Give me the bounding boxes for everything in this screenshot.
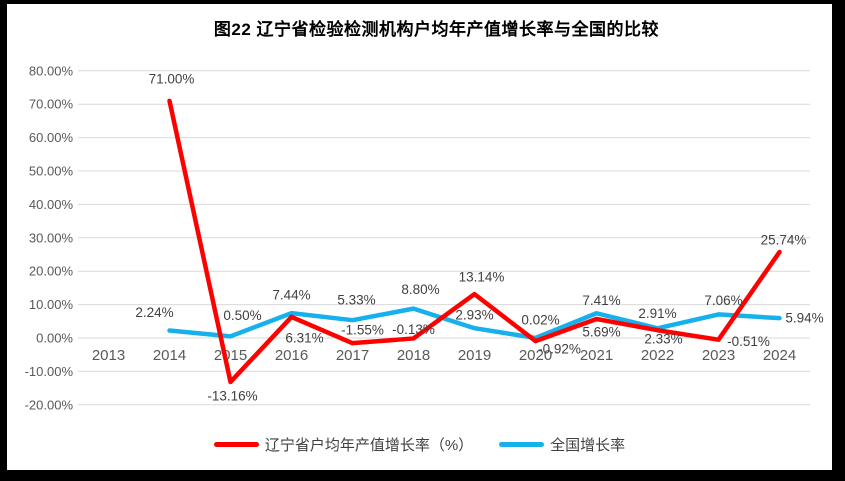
data-label: 0.02% [521,312,559,327]
data-label: 71.00% [149,71,195,86]
data-label: 5.69% [582,324,620,339]
y-axis-tick-label: 0.00% [36,331,73,346]
x-axis-tick-label: 2023 [702,347,735,364]
data-label: 2.93% [455,308,493,323]
data-label: -1.55% [341,323,384,338]
data-label: 2.33% [644,332,682,347]
data-label: 6.31% [285,330,323,345]
series-line-national [167,306,782,341]
x-axis-tick-label: 2018 [397,347,430,364]
x-axis-tick-label: 2020 [519,347,552,364]
x-axis-tick-label: 2019 [458,347,491,364]
data-label: 2.24% [135,305,173,320]
y-axis-tick-label: 80.00% [29,63,74,78]
x-axis-tick-label: 2015 [214,347,247,364]
data-label: 0.50% [223,308,261,323]
data-label: 25.74% [761,233,807,248]
data-label: 5.94% [785,311,823,326]
legend-item-liaoning: 辽宁省户均年产值增长率（%） [213,434,474,455]
y-axis-tick-label: 20.00% [29,264,74,279]
legend-line-swatch-blue [499,442,545,447]
y-axis-tick-label: 50.00% [29,164,74,179]
line-chart: 80.00% 70.00% 60.00% 50.00% 40.00% 30.00% 20.0… [25,63,824,412]
data-label: 2.91% [638,306,676,321]
y-axis-tick-label: 40.00% [29,197,74,212]
data-label: 7.06% [704,293,742,308]
data-label: -13.16% [207,388,257,403]
x-axis-tick-label: 2013 [92,347,125,364]
data-label: 8.80% [401,282,439,297]
data-label: -0.92% [538,342,581,357]
x-axis-tick-label: 2021 [580,347,613,364]
series-line-liaoning [167,98,782,385]
chart-canvas: 图22 辽宁省检验检测机构户均年产值增长率与全国的比较 80.00% 70.00%… [7,4,832,470]
y-axis-tick-label: 10.00% [29,297,74,312]
y-axis-tick-label: -10.00% [25,364,74,379]
data-label: 13.14% [459,270,505,285]
x-axis-tick-label: 2024 [763,347,796,364]
y-axis-tick-label: 70.00% [29,97,74,112]
y-axis-tick-label: -20.00% [25,397,74,412]
data-label: 7.41% [582,293,620,308]
x-axis-tick-label: 2017 [336,347,369,364]
y-axis-tick-label: 60.00% [29,130,74,145]
x-axis-tick-label: 2016 [275,347,308,364]
legend-item-national: 全国增长率 [499,434,625,455]
data-label: 5.33% [337,293,375,308]
legend-label-liaoning: 辽宁省户均年产值增长率（%） [264,437,474,454]
legend-line-swatch-red [213,442,259,447]
data-label: 7.44% [272,288,310,303]
data-label: -0.51% [727,334,770,349]
legend-label-national: 全国增长率 [550,437,626,454]
chart-legend: 辽宁省户均年产值增长率（%） 全国增长率 [7,434,832,455]
x-axis-tick-label: 2014 [153,347,186,364]
x-axis-tick-label: 2022 [641,347,674,364]
chart-title: 图22 辽宁省检验检测机构户均年产值增长率与全国的比较 [213,20,660,39]
y-axis-tick-label: 30.00% [29,230,74,245]
data-label: -0.13% [392,322,435,337]
